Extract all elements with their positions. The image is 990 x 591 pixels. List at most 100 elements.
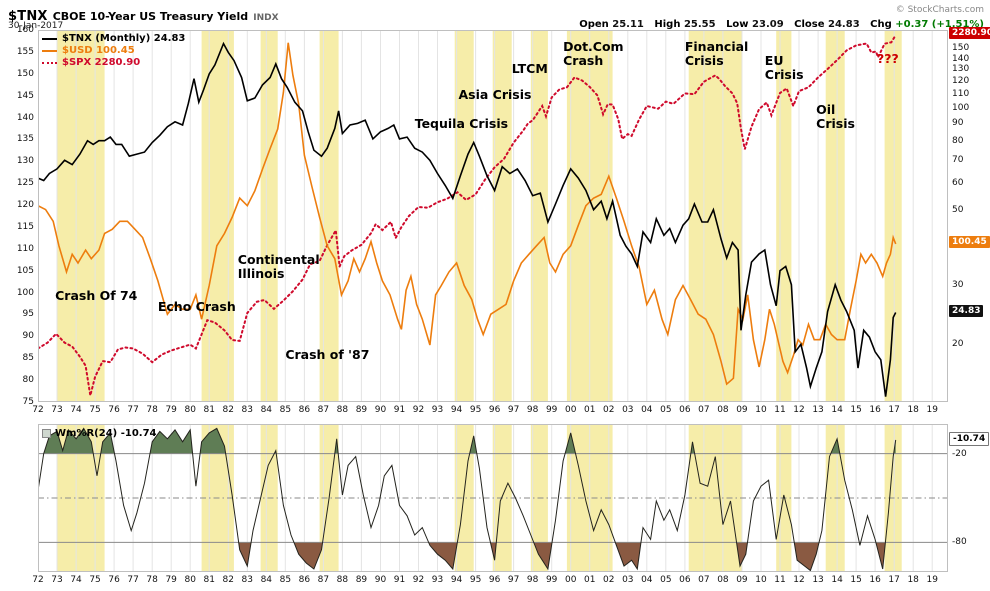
usd-line-swatch: [42, 49, 57, 52]
x-axis-label: 10: [755, 405, 767, 415]
spx-line-swatch: [42, 61, 57, 64]
x-axis-label: 96: [488, 575, 501, 585]
x-axis-label: 92: [412, 405, 425, 415]
low-label: Low: [726, 19, 749, 30]
left-axis-label: 115: [16, 221, 34, 232]
left-axis-label: 105: [16, 265, 34, 276]
x-axis-label: 05: [660, 575, 672, 585]
chg-value: +0.37 (+1.51%): [895, 19, 984, 30]
x-axis-label: 12: [793, 405, 805, 415]
x-axis-label: 18: [907, 405, 919, 415]
left-axis-label: 95: [22, 309, 34, 320]
indicator-legend-label: Wm%R(24) -10.74: [55, 428, 157, 439]
x-axis-label: 77: [127, 405, 139, 415]
open-value: 25.11: [612, 19, 644, 30]
x-axis-label: 06: [679, 575, 691, 585]
right-axis-label: 150: [952, 43, 970, 54]
x-axis-label: 73: [51, 575, 63, 585]
x-axis-label: 97: [507, 405, 520, 415]
price-tag-spx: 2280.90: [949, 27, 990, 40]
left-axis-label: 145: [16, 90, 34, 101]
chart-header: $TNX CBOE 10-Year US Treasury Yield INDX: [8, 5, 279, 24]
x-axis-label: 11: [774, 405, 786, 415]
x-axis-label: 08: [717, 575, 729, 585]
x-axis-label: 80: [184, 405, 196, 415]
x-axis-label: 99: [545, 575, 558, 585]
right-axis-label: 140: [952, 53, 970, 64]
x-axis-label: 99: [545, 405, 558, 415]
x-axis-label: 72: [32, 575, 44, 585]
x-axis-label: 98: [526, 575, 539, 585]
x-axis-label: 17: [888, 405, 900, 415]
x-axis-label: 95: [469, 405, 482, 415]
right-axis-label: 30: [952, 279, 964, 290]
x-axis-label: 81: [203, 405, 215, 415]
x-axis-label: 93: [431, 405, 444, 415]
x-axis-label: 01: [584, 405, 596, 415]
left-axis-label: 150: [16, 68, 34, 79]
x-axis-label: 14: [831, 405, 843, 415]
indicator-icon: [42, 429, 51, 438]
x-axis-label: 88: [336, 405, 349, 415]
x-axis-label: 13: [812, 405, 824, 415]
x-axis-label: 96: [488, 405, 501, 415]
left-axis-label: 75: [22, 397, 34, 407]
annotation: Tequila Crisis: [414, 116, 509, 132]
annotation: Dot.Com Crash: [563, 39, 624, 69]
x-axis-label: 88: [336, 575, 349, 585]
x-axis-label: 07: [698, 575, 710, 585]
legend-item-spx: $SPX 2280.90: [42, 57, 185, 68]
left-axis-label: 100: [16, 287, 34, 298]
x-axis-label: 08: [717, 405, 729, 415]
x-axis-label: 76: [108, 575, 120, 585]
x-axis-label: 73: [51, 405, 63, 415]
left-axis-label: 90: [22, 331, 34, 342]
open-label: Open: [579, 19, 609, 30]
low-value: 23.09: [752, 19, 784, 30]
x-axis-label: 80: [184, 575, 196, 585]
x-axis-label: 09: [736, 575, 748, 585]
indicator-legend: Wm%R(24) -10.74: [42, 428, 157, 439]
x-axis-label: 76: [108, 405, 120, 415]
high-label: High: [654, 19, 681, 30]
right-axis-label: 110: [952, 88, 970, 99]
x-axis-label: 83: [241, 575, 253, 585]
x-axis-label: 78: [146, 575, 158, 585]
x-axis-label: 75: [89, 405, 101, 415]
x-axis-label: 83: [241, 405, 253, 415]
x-axis-label: 87: [317, 575, 330, 585]
x-axis-label: 10: [755, 575, 767, 585]
x-axis-label: 87: [317, 405, 330, 415]
chg-label: Chg: [870, 19, 892, 30]
x-axis-label: 90: [374, 575, 387, 585]
close-value: 24.83: [828, 19, 860, 30]
left-axis-label: 80: [22, 375, 34, 386]
right-axis-label: 130: [952, 64, 970, 75]
annotation: Crash of '87: [285, 347, 370, 363]
left-axis-label: 130: [16, 156, 34, 167]
copyright: © StockCharts.com: [895, 5, 984, 15]
x-axis-label: 84: [260, 405, 273, 415]
annotation: Oil Crisis: [816, 101, 855, 131]
x-axis-label: 78: [146, 405, 158, 415]
right-axis-label: 120: [952, 76, 970, 87]
x-axis-label: 15: [850, 575, 862, 585]
x-axis-label: 05: [660, 405, 672, 415]
x-axis-label: 14: [831, 575, 843, 585]
legend-label-spx: $SPX 2280.90: [62, 57, 141, 68]
chart-legend: $TNX (Monthly) 24.83 $USD 100.45 $SPX 22…: [42, 33, 185, 69]
x-axis-label: 85: [279, 575, 292, 585]
x-axis-label: 12: [793, 575, 805, 585]
x-axis-label: 13: [812, 575, 824, 585]
instrument-name: CBOE 10-Year US Treasury Yield: [52, 10, 249, 23]
annotation: EU Crisis: [764, 53, 804, 83]
x-axis-label: 89: [355, 405, 368, 415]
annotation: Crash Of 74: [55, 287, 138, 303]
x-axis-label: 74: [70, 405, 82, 415]
x-axis-label: 16: [869, 575, 881, 585]
x-axis-label: 91: [393, 405, 406, 415]
right-axis-label: 80: [952, 135, 964, 146]
x-axis-label: 19: [926, 575, 938, 585]
legend-item-tnx: $TNX (Monthly) 24.83: [42, 33, 185, 44]
